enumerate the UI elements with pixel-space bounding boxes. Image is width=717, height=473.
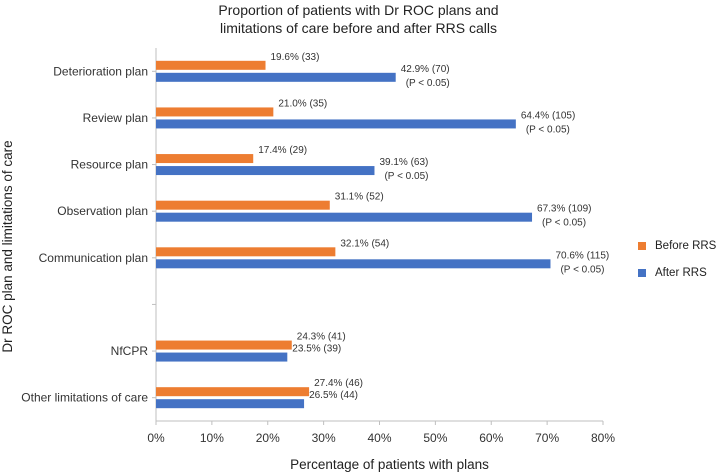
chart-title-line-1: Proportion of patients with Dr ROC plans…: [218, 2, 499, 18]
bar-after: [156, 399, 305, 409]
x-tick-label: 80%: [591, 431, 615, 445]
x-tick-label: 60%: [479, 431, 503, 445]
y-axis-title: Dr ROC plan and limitations of care: [0, 140, 15, 352]
x-tick-label: 40%: [367, 431, 391, 445]
significance-label: (P < 0.05): [406, 78, 450, 89]
legend-item-before: Before RRS: [638, 240, 716, 252]
category-label: Observation plan: [57, 204, 148, 218]
bar-after: [156, 352, 288, 362]
significance-label: (P < 0.05): [560, 264, 604, 275]
data-label-before: 24.3% (41): [297, 332, 346, 343]
bar-before: [156, 200, 330, 210]
data-label-after: 70.6% (115): [555, 250, 609, 261]
bar-before: [156, 340, 292, 350]
category-label: Resource plan: [71, 158, 148, 172]
category-label: Communication plan: [39, 251, 148, 265]
significance-label: (P < 0.05): [384, 171, 428, 182]
x-tick-label: 50%: [423, 431, 447, 445]
data-label-before: 32.1% (54): [340, 238, 389, 249]
bar-after: [156, 72, 396, 82]
significance-label: (P < 0.05): [526, 124, 570, 135]
category-label: Deterioration plan: [53, 64, 148, 78]
data-label-before: 21.0% (35): [278, 98, 327, 109]
data-label-after: 23.5% (39): [292, 344, 341, 355]
significance-label: (P < 0.05): [542, 218, 586, 229]
legend-swatch-after: [638, 269, 646, 277]
data-label-before: 19.6% (33): [271, 52, 320, 63]
data-label-after: 42.9% (70): [401, 64, 450, 75]
bar-before: [156, 247, 336, 257]
bar-before: [156, 107, 274, 117]
category-label: NfCPR: [111, 344, 149, 358]
data-label-after: 26.5% (44): [309, 390, 358, 401]
bar-after: [156, 259, 551, 269]
category-label: Review plan: [83, 111, 148, 125]
data-label-after: 64.4% (105): [521, 110, 575, 121]
data-label-after: 39.1% (63): [379, 157, 428, 168]
chart-title-line-2: limitations of care before and after RRS…: [219, 20, 497, 36]
legend-swatch-before: [638, 242, 646, 250]
bar-after: [156, 212, 533, 222]
x-tick-label: 0%: [147, 431, 165, 445]
data-label-before: 31.1% (52): [335, 192, 384, 203]
x-tick-label: 20%: [256, 431, 280, 445]
legend-label-before: Before RRS: [655, 240, 717, 252]
bar-after: [156, 119, 516, 129]
x-tick-label: 70%: [535, 431, 559, 445]
x-axis-title: Percentage of patients with plans: [290, 457, 489, 472]
bar-after: [156, 166, 375, 176]
x-tick-label: 30%: [312, 431, 336, 445]
data-label-after: 67.3% (109): [537, 204, 591, 215]
bar-before: [156, 60, 266, 70]
x-tick-label: 10%: [200, 431, 224, 445]
legend-item-after: After RRS: [638, 267, 707, 279]
category-label: Other limitations of care: [21, 391, 148, 405]
legend-label-after: After RRS: [655, 267, 707, 279]
data-label-before: 17.4% (29): [258, 145, 307, 156]
bar-before: [156, 387, 310, 397]
bar-before: [156, 154, 254, 164]
data-label-before: 27.4% (46): [314, 378, 363, 389]
